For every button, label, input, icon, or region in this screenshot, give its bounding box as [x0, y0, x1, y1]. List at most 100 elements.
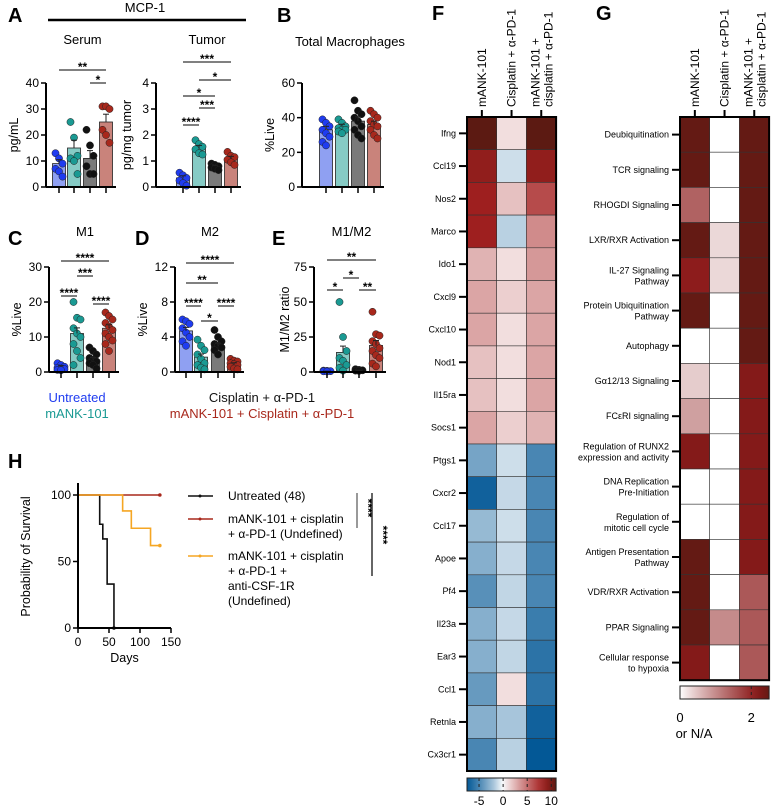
heatmap-cell [496, 116, 527, 151]
heatmap-cell [709, 116, 740, 153]
colorbar [679, 685, 770, 700]
y-axis-label: Probability of Survival [19, 496, 33, 616]
data-point [372, 362, 380, 371]
legend-entry: mANK-101 + cisplatin + α-PD-1 + anti-CSF-1… [228, 549, 344, 608]
survival-plot: 0 50 100 0 50 100 150 Days Probability of Surviv… [19, 483, 390, 665]
heatmap-cell [466, 214, 498, 249]
heatmap-cell [709, 609, 740, 646]
heatmap-cell [526, 312, 557, 347]
heatmap-cell [679, 327, 711, 364]
y-axis-label: pg/mL [7, 118, 21, 153]
data-point [185, 320, 194, 328]
heatmap-cell [679, 363, 711, 399]
row-label: Ccl19 [433, 161, 456, 171]
heatmap-cell [496, 312, 527, 347]
heatmap-cell [709, 257, 740, 294]
y-axis-label: %Live [263, 118, 277, 152]
censor-mark [158, 543, 162, 548]
heatmap-cell [679, 116, 711, 153]
heatmap-cell [739, 644, 770, 681]
heatmap-cell [739, 327, 770, 364]
row-label: RHOGDI Signaling [593, 200, 669, 210]
data-point [108, 326, 117, 334]
row-label: Retnla [430, 717, 456, 727]
row-label: Cxcr2 [432, 488, 456, 498]
data-point [373, 122, 382, 131]
y-tick-label: 0 [288, 180, 295, 194]
data-point [325, 132, 334, 141]
y-axis-label: M1/M2 ratio [278, 286, 292, 352]
significance-label: ** [78, 60, 88, 74]
heatmap-cell [496, 509, 527, 543]
row-label: FCεRI signaling [606, 411, 669, 421]
data-point [375, 331, 384, 340]
panel-title: M2 [201, 224, 219, 239]
heatmap-cell [739, 151, 770, 188]
heatmap-cell [739, 609, 770, 646]
row-label: Nos2 [435, 194, 456, 204]
colorbar [466, 777, 557, 792]
heatmap-cell [739, 116, 770, 153]
data-point [89, 151, 98, 160]
row-label: Marco [431, 226, 456, 236]
data-point [375, 344, 384, 353]
data-point [101, 340, 110, 348]
colorbar-tick-label: -5 [474, 794, 485, 805]
data-point [73, 170, 82, 178]
significance-label: *** [200, 52, 214, 66]
heatmap-cell [526, 705, 557, 739]
data-point [373, 134, 382, 143]
significance-label: **** [201, 253, 220, 267]
heatmap-cell [466, 476, 498, 510]
heatmap-cell [739, 363, 770, 399]
heatmap-cell [526, 639, 557, 674]
colorbar-tick-label: 0 [500, 794, 507, 805]
significance-label: * [333, 280, 338, 294]
legend-swatch-dot [198, 554, 202, 558]
heatmap-cell [526, 607, 557, 641]
heatmap-cell [466, 541, 498, 576]
heatmap-cell [526, 280, 557, 314]
heatmap-cell [466, 443, 498, 478]
data-point [70, 157, 78, 165]
y-axis-label: %Live [10, 302, 24, 336]
data-point [210, 326, 219, 334]
panel-title: Total Macrophages [295, 34, 405, 49]
row-label: Apoe [435, 553, 456, 563]
legend-swatch-dot [198, 517, 202, 521]
panel-title: Tumor [188, 32, 226, 47]
colorbar-tick-label: 0 [676, 710, 683, 725]
heatmap-cell [496, 672, 527, 706]
row-label: Ptgs1 [433, 455, 456, 465]
significance-label: * [349, 268, 354, 282]
y-tick-label: 3 [142, 102, 149, 116]
heatmap-cell [739, 292, 770, 329]
panel-label-h: H [8, 451, 22, 473]
colorbar-tick-label: 10 [545, 794, 559, 805]
data-point [69, 361, 78, 369]
heatmap-cell [526, 345, 557, 379]
heatmap-cell [526, 509, 557, 543]
data-point [322, 141, 330, 150]
y-tick-label: 0 [35, 365, 42, 379]
row-label: Gα12/13 Signaling [595, 376, 669, 386]
significance-label: ** [347, 250, 357, 264]
data-point [185, 333, 194, 341]
panel-label-a: A [8, 5, 22, 27]
legend-cis: Cisplatin + α-PD-1 [209, 390, 315, 405]
data-point [217, 343, 226, 352]
y-tick-label: 0 [300, 365, 307, 379]
data-point [339, 333, 347, 341]
heatmap-cell [679, 503, 711, 540]
heatmap-cell [679, 151, 711, 188]
row-label: TCR signaling [612, 165, 669, 175]
heatmap-cell [496, 737, 527, 772]
legend-combo: mANK-101 + Cisplatin + α-PD-1 [170, 406, 355, 421]
censor-mark [158, 493, 162, 497]
significance-label: * [207, 311, 212, 325]
x-axis-label: Days [110, 651, 138, 665]
row-label: LXR/RXR Activation [589, 235, 669, 245]
y-tick-label: 0 [32, 180, 39, 194]
data-point [338, 129, 346, 138]
row-label: Protein Ubiquitination Pathway [583, 301, 669, 322]
